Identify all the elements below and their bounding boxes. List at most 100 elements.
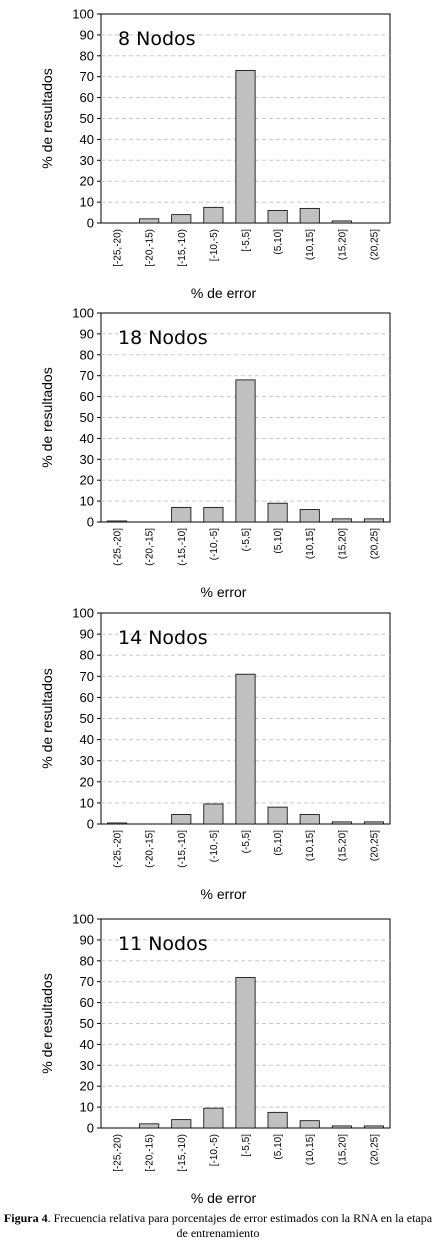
chart-1: 0 10 20 30 40 50 60 70 80 90 100 [-25,-20) [-20,-15)… — [39, 7, 391, 301]
x-category-label: (-25,-20] — [113, 830, 124, 868]
bar — [203, 803, 224, 825]
y-tick-label: 60 — [80, 90, 94, 105]
y-axis-label: % de resultados — [39, 68, 55, 168]
y-tick-label: 70 — [80, 669, 94, 684]
x-category-label: (10,15] — [305, 229, 316, 260]
y-tick-label: 30 — [80, 1058, 94, 1073]
x-category-label: [-15,-10) — [177, 229, 188, 267]
bar — [139, 218, 160, 224]
bar — [235, 673, 256, 825]
x-axis-label: % de error — [191, 285, 257, 301]
x-category-label: [-25,-20) — [113, 1134, 124, 1172]
x-category-label: (-10,-5] — [209, 528, 220, 560]
x-category-label: (-5,5] — [241, 830, 252, 854]
bar — [203, 206, 224, 224]
bar — [299, 207, 320, 224]
y-tick-label: 10 — [80, 195, 94, 210]
y-tick-label: 20 — [80, 473, 94, 488]
x-category-label: (10,15] — [305, 528, 316, 559]
y-tick-label: 20 — [80, 774, 94, 789]
x-category-label: (-15,-10] — [177, 830, 188, 868]
bar — [363, 518, 384, 523]
x-category-label: (20,25] — [369, 1134, 380, 1165]
x-category-label: (15,20] — [337, 528, 348, 559]
x-category-label: (15,20] — [337, 830, 348, 861]
y-tick-label: 10 — [80, 795, 94, 810]
y-tick-label: 10 — [80, 1100, 94, 1115]
y-tick-label: 20 — [80, 1079, 94, 1094]
x-category-label: [-20,-15) — [145, 1134, 156, 1172]
bar — [203, 506, 224, 523]
x-category-label: (-15,-10] — [177, 528, 188, 566]
bar — [267, 806, 288, 825]
chart-title: 11 Nodos — [118, 933, 208, 955]
y-tick-label: 60 — [80, 690, 94, 705]
bar — [235, 70, 256, 224]
x-category-label: (-5,5] — [241, 528, 252, 552]
x-category-label: (-10,-5] — [209, 830, 220, 862]
y-tick-label: 100 — [72, 606, 94, 621]
bar — [363, 1125, 384, 1129]
chart-title: 14 Nodos — [118, 627, 208, 649]
bar — [299, 814, 320, 825]
charts-container: 0 10 20 30 40 50 60 70 80 90 100 [-25,-20) [-20,-15)… — [39, 7, 391, 1205]
chart-2: 0 10 20 30 40 50 60 70 80 90 100 (-25,-20] (-20,-15]… — [39, 306, 391, 600]
y-tick-label: 40 — [80, 431, 94, 446]
bar — [331, 518, 352, 523]
y-tick-label: 50 — [80, 1016, 94, 1031]
x-category-label: (5,10] — [273, 1134, 284, 1160]
y-tick-label: 80 — [80, 347, 94, 362]
x-category-label: [-20,-15) — [145, 229, 156, 267]
y-tick-label: 0 — [87, 817, 94, 832]
chart-4: 0 10 20 30 40 50 60 70 80 90 100 [-25,-20) [-20,-15)… — [39, 912, 391, 1205]
x-category-label: (10,15] — [305, 830, 316, 861]
x-category-label: (-25,-20] — [113, 528, 124, 566]
y-tick-label: 100 — [72, 7, 94, 22]
y-tick-label: 70 — [80, 368, 94, 383]
bar — [171, 506, 192, 523]
y-tick-label: 100 — [72, 306, 94, 321]
y-tick-label: 30 — [80, 452, 94, 467]
bar — [235, 977, 256, 1129]
x-category-label: (20,25] — [369, 229, 380, 260]
bar — [331, 821, 352, 825]
y-tick-label: 40 — [80, 132, 94, 147]
y-tick-label: 50 — [80, 410, 94, 425]
x-axis-label: % de error — [191, 1190, 257, 1205]
x-category-label: [-5,5] — [241, 1134, 252, 1157]
x-category-label: [-15,-10) — [177, 1134, 188, 1172]
bar — [267, 1111, 288, 1129]
y-tick-label: 30 — [80, 153, 94, 168]
y-tick-label: 90 — [80, 932, 94, 947]
caption-text: . Frecuencia relativa para porcentajes d… — [47, 1211, 433, 1240]
y-tick-label: 80 — [80, 648, 94, 663]
x-category-label: (15,20] — [337, 1134, 348, 1165]
x-category-label: [-25,-20) — [113, 229, 124, 267]
y-tick-label: 40 — [80, 732, 94, 747]
x-axis-label: % error — [201, 584, 247, 600]
bar — [363, 821, 384, 825]
y-tick-label: 100 — [72, 912, 94, 927]
y-tick-label: 60 — [80, 995, 94, 1010]
x-category-label: (5,10] — [273, 229, 284, 255]
bar — [107, 520, 128, 523]
bar — [171, 814, 192, 825]
x-category-label: (15,20] — [337, 229, 348, 260]
y-tick-label: 30 — [80, 753, 94, 768]
chart-title: 8 Nodos — [118, 28, 196, 50]
y-tick-label: 50 — [80, 111, 94, 126]
bar — [107, 822, 128, 825]
y-axis-label: % de resultados — [39, 973, 55, 1073]
y-tick-label: 10 — [80, 494, 94, 509]
x-category-label: (10,15] — [305, 1134, 316, 1165]
bar — [235, 379, 256, 523]
x-axis-label: % error — [201, 886, 247, 902]
y-tick-label: 20 — [80, 174, 94, 189]
y-tick-label: 0 — [87, 216, 94, 231]
bar — [139, 1123, 160, 1129]
y-axis-label: % de resultados — [39, 668, 55, 768]
chart-title: 18 Nodos — [118, 327, 208, 349]
caption-label: Figura 4 — [3, 1211, 48, 1225]
y-tick-label: 50 — [80, 711, 94, 726]
